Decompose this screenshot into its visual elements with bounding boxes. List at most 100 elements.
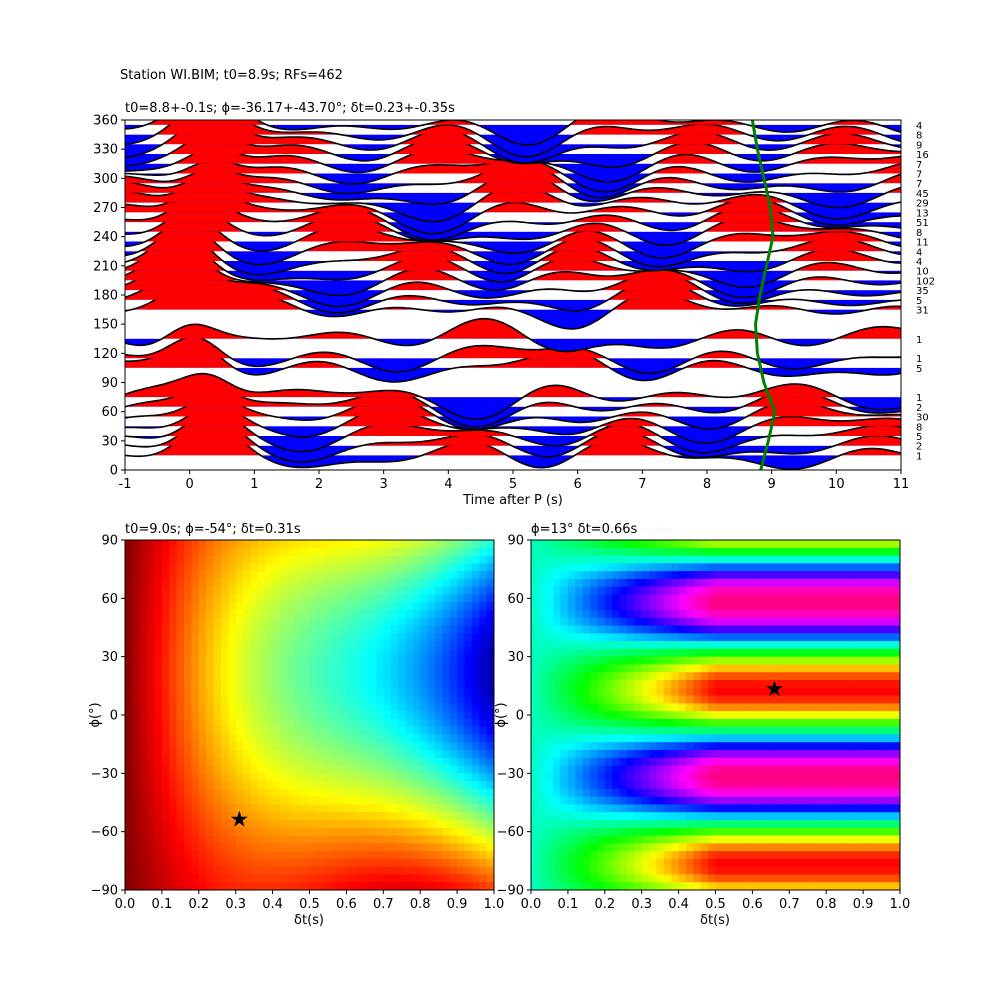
heatmap-cell xyxy=(368,586,377,596)
heatmap-cell xyxy=(708,788,717,798)
heatmap-cell xyxy=(265,555,274,564)
heatmap-cell xyxy=(324,843,333,852)
heatmap-cell xyxy=(826,695,835,704)
heatmap-cell xyxy=(294,563,303,572)
heatmap-cell xyxy=(892,578,900,588)
heatmap-cell xyxy=(708,633,717,642)
heatmap-cell xyxy=(302,773,311,782)
heatmap-cell xyxy=(324,781,333,790)
heatmap-cell xyxy=(184,804,193,813)
heatmap-cell xyxy=(870,812,879,821)
heatmap-cell xyxy=(147,687,156,697)
heatmap-cell xyxy=(759,796,768,806)
heatmap-cell xyxy=(206,571,215,580)
heatmap-cell xyxy=(685,711,694,720)
heatmap-cell xyxy=(767,820,776,829)
heatmap-cell xyxy=(184,796,193,806)
heatmap-cell xyxy=(597,633,606,642)
heatmap-cell xyxy=(228,781,237,790)
heatmap-cell xyxy=(693,571,702,580)
heatmap-cell xyxy=(213,695,222,704)
y-tick-label: −90 xyxy=(497,884,524,899)
heatmap-cell xyxy=(560,812,569,821)
heatmap-cell xyxy=(671,827,680,837)
heatmap-cell xyxy=(767,687,776,697)
heatmap-cell xyxy=(398,641,407,650)
heatmap-cell xyxy=(250,734,259,743)
heatmap-cell xyxy=(375,687,384,697)
heatmap-cell xyxy=(206,586,215,596)
heatmap-cell xyxy=(560,633,569,642)
heatmap-cell xyxy=(590,672,599,681)
heatmap-cell xyxy=(582,843,591,852)
heatmap-cell xyxy=(626,680,635,689)
heatmap-cell xyxy=(678,711,687,720)
heatmap-cell xyxy=(796,711,805,720)
heatmap-cell xyxy=(464,765,473,774)
heatmap-cell xyxy=(767,858,776,868)
heatmap-cell xyxy=(663,664,672,673)
heatmap-cell xyxy=(206,563,215,572)
heatmap-cell xyxy=(855,781,864,790)
heatmap-cell xyxy=(412,734,421,743)
heatmap-cell xyxy=(302,843,311,852)
heatmap-cell xyxy=(700,843,709,852)
heatmap-cell xyxy=(339,664,347,673)
heatmap-cell xyxy=(730,672,739,681)
heatmap-cell xyxy=(575,796,584,806)
heatmap-cell xyxy=(375,726,384,736)
heatmap-cell xyxy=(575,827,584,837)
heatmap-cell xyxy=(811,610,820,619)
heatmap-cell xyxy=(191,757,200,767)
heatmap-cell xyxy=(531,586,539,596)
heatmap-cell xyxy=(663,820,672,829)
heatmap-cell xyxy=(125,812,133,821)
heatmap-cell xyxy=(457,625,466,634)
heatmap-cell xyxy=(730,610,739,619)
heatmap-cell xyxy=(184,602,193,611)
heatmap-cell xyxy=(619,672,628,681)
rf-positive-fill xyxy=(125,120,901,135)
heatmap-cell xyxy=(685,843,694,852)
heatmap-cell xyxy=(375,874,384,883)
heatmap-cell xyxy=(597,680,606,689)
heatmap-cell xyxy=(324,734,333,743)
heatmap-cell xyxy=(412,641,421,650)
heatmap-cell xyxy=(641,648,650,658)
heatmap-cell xyxy=(604,547,613,557)
heatmap-cell xyxy=(398,563,407,572)
heatmap-cell xyxy=(375,812,384,821)
heatmap-cell xyxy=(700,586,709,596)
heatmap-cell xyxy=(383,540,392,549)
heatmap-cell xyxy=(339,843,347,852)
heatmap-cell xyxy=(220,602,229,611)
heatmap-cell xyxy=(634,796,643,806)
heatmap-cell xyxy=(361,835,370,844)
heatmap-cell xyxy=(257,664,266,673)
heatmap-cell xyxy=(479,555,488,564)
heatmap-cell xyxy=(420,804,429,813)
heatmap-cell xyxy=(398,773,407,782)
rf-positive-fill xyxy=(125,410,901,436)
heatmap-cell xyxy=(892,687,900,697)
heatmap-cell xyxy=(892,796,900,806)
heatmap-cell xyxy=(206,765,215,774)
heatmap-cell xyxy=(722,726,731,736)
heatmap-cell xyxy=(774,773,783,782)
heatmap-cell xyxy=(479,687,488,697)
heatmap-cell xyxy=(634,602,643,611)
heatmap-cell xyxy=(339,610,347,619)
rf-trace-line xyxy=(125,120,901,158)
heatmap-cell xyxy=(235,773,244,782)
heatmap-cell xyxy=(287,851,296,860)
heatmap-cell xyxy=(885,742,894,751)
heatmap-cell xyxy=(560,555,569,564)
heatmap-cell xyxy=(870,866,879,876)
heatmap-cell xyxy=(287,843,296,852)
heatmap-cell xyxy=(885,804,894,813)
heatmap-cell xyxy=(855,680,864,689)
heatmap-cell xyxy=(375,703,384,712)
heatmap-cell xyxy=(420,835,429,844)
heatmap-cell xyxy=(346,851,355,860)
heatmap-cell xyxy=(877,773,886,782)
